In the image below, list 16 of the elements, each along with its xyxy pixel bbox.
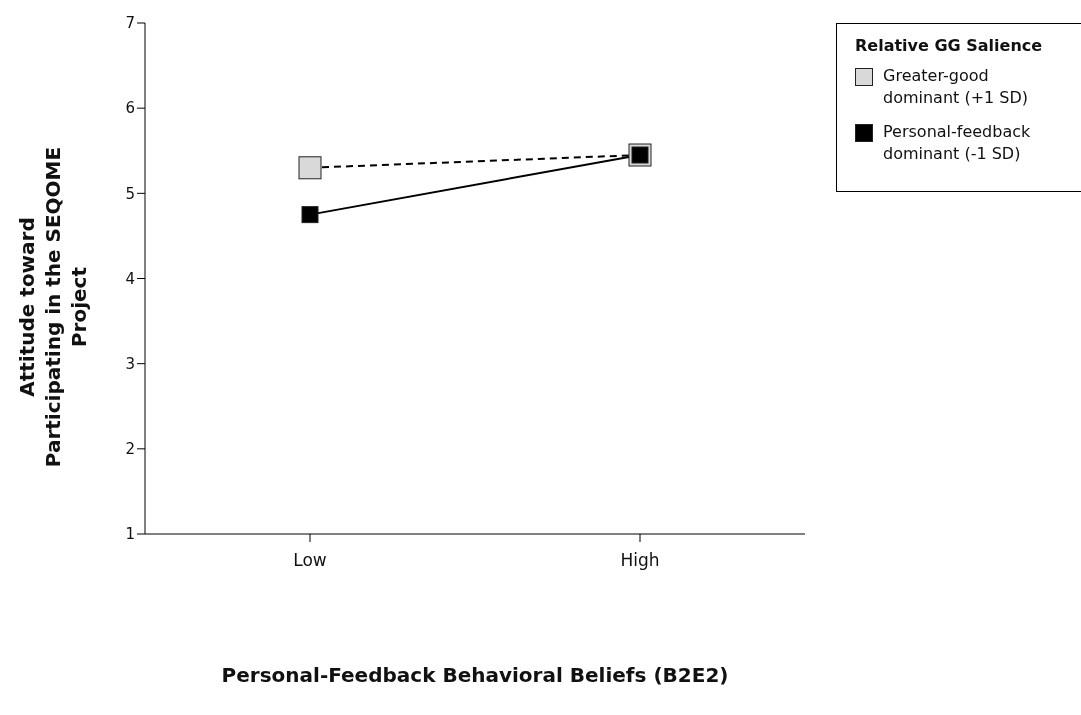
y-tick-label: 5	[125, 184, 135, 203]
x-tick-label: Low	[293, 550, 327, 571]
point	[298, 156, 322, 180]
y-tick-label: 7	[125, 14, 135, 33]
y-tick-label: 3	[125, 354, 135, 373]
y-tick-label: 6	[125, 99, 135, 118]
y-tick-label: 1	[125, 525, 135, 544]
point	[301, 206, 319, 224]
legend-title: Relative GG Salience	[855, 36, 1044, 55]
legend-label: Greater-good dominant (+1 SD)	[883, 65, 1030, 109]
y-tick-label: 4	[125, 269, 135, 288]
x-axis-title: Personal-Feedback Behavioral Beliefs (B2E2)	[220, 663, 730, 687]
legend-label: Personal-feedback dominant (-1 SD)	[883, 121, 1032, 165]
x-tick-label: High	[620, 550, 660, 571]
y-axis-title: Attitude toward Participating in the SEQOME Project	[14, 145, 92, 470]
y-tick-label: 2	[125, 440, 135, 459]
